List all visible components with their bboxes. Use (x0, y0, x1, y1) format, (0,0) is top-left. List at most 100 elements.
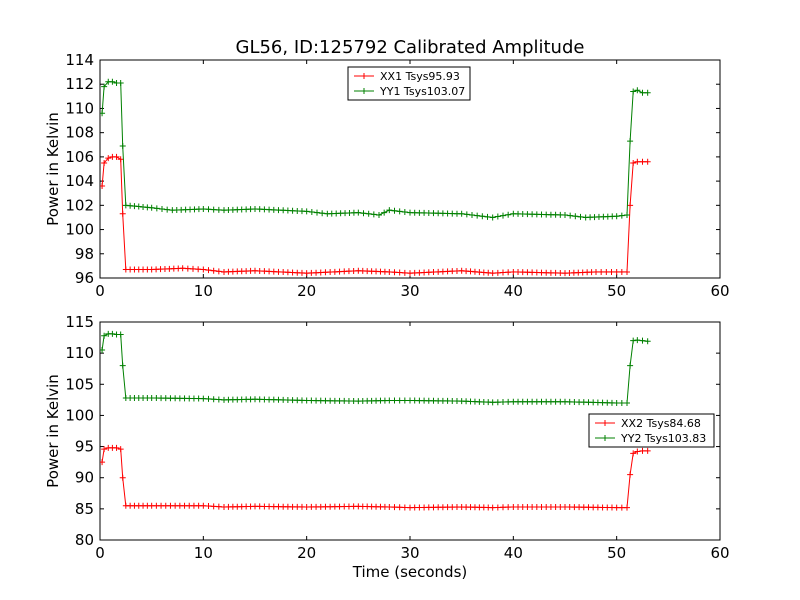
data-point (624, 399, 630, 406)
data-point (562, 212, 568, 219)
y-tick-label: 85 (75, 500, 94, 518)
data-point (396, 208, 403, 215)
data-point (215, 396, 222, 403)
data-point (210, 206, 217, 213)
data-point (613, 213, 620, 220)
y-tick-label: 105 (65, 375, 94, 393)
x-tick-label: 60 (710, 282, 729, 300)
data-point (105, 155, 112, 162)
chart-1: 0 10 20 30 40 50 60 96 98 100 102 104 106 108 110 112 11… (44, 51, 730, 300)
data-point (303, 208, 310, 215)
data-point (386, 503, 393, 510)
data-point (639, 337, 646, 344)
data-point (627, 202, 634, 209)
data-point (500, 504, 506, 511)
data-point (494, 269, 501, 276)
data-point (153, 205, 160, 212)
x-axis-label: Time (seconds) (352, 563, 468, 581)
legend-box (347, 66, 471, 101)
data-point (572, 213, 579, 220)
data-point (401, 397, 408, 404)
data-point (205, 395, 212, 402)
series-2 (100, 330, 651, 406)
data-point (644, 338, 651, 345)
legend-box (588, 413, 715, 448)
data-point (109, 330, 116, 337)
data-point (593, 268, 599, 275)
data-point (109, 78, 116, 85)
x-tick-label: 30 (400, 544, 419, 562)
data-point (391, 504, 398, 511)
series-1 (100, 444, 651, 511)
data-point (381, 209, 388, 216)
data-point (184, 265, 191, 272)
data-point (479, 213, 486, 220)
data-point (101, 446, 108, 453)
data-point (396, 397, 403, 404)
data-point (100, 110, 106, 117)
data-point (644, 158, 651, 165)
data-point (200, 266, 207, 273)
data-point (567, 212, 574, 219)
data-point (639, 447, 646, 454)
data-point (195, 266, 202, 273)
data-point (618, 399, 625, 406)
data-point (308, 208, 315, 215)
legend: XX1 Tsys95.93 YY1 Tsys103.07 (347, 66, 471, 101)
x-tick-label: 20 (297, 282, 316, 300)
data-point (494, 399, 501, 406)
x-tick-label: 10 (194, 282, 213, 300)
data-point (624, 212, 630, 219)
data-point (505, 398, 512, 405)
data-point (644, 89, 651, 96)
data-point (401, 208, 408, 215)
data-point (391, 269, 398, 276)
y-tick-label: 110 (65, 344, 94, 362)
data-point (474, 212, 481, 219)
x-tick-label: 10 (194, 544, 213, 562)
x-tick-label: 20 (297, 544, 316, 562)
y-tick-label: 102 (65, 196, 94, 214)
y-tick-label: 90 (75, 469, 94, 487)
y-tick-label: 104 (65, 172, 94, 190)
data-point (113, 444, 120, 451)
y-tick-label: 112 (65, 75, 94, 93)
data-point (613, 504, 620, 511)
data-point (624, 268, 630, 275)
data-point (500, 212, 506, 219)
data-point (117, 156, 124, 163)
data-point (386, 397, 393, 404)
data-point (505, 504, 512, 511)
data-point (200, 395, 207, 402)
data-point (505, 211, 512, 218)
y-tick-label: 80 (75, 531, 94, 549)
data-point (215, 503, 222, 510)
data-point (148, 204, 155, 211)
y-axis-label: Power in Kelvin (44, 374, 62, 488)
data-point (119, 474, 126, 481)
data-point (100, 182, 106, 189)
data-point (200, 205, 207, 212)
x-tick-label: 50 (607, 544, 626, 562)
legend-marker (602, 420, 608, 426)
data-point (370, 211, 377, 218)
data-point (210, 503, 217, 510)
data-point (376, 212, 382, 219)
y-tick-label: 110 (65, 99, 94, 117)
data-point (630, 450, 637, 457)
data-point (190, 265, 196, 272)
data-point (500, 269, 506, 276)
y-tick-label: 106 (65, 148, 94, 166)
data-point (119, 210, 126, 217)
data-point (386, 207, 393, 214)
data-point (119, 142, 126, 149)
data-point (613, 399, 620, 406)
data-point (210, 396, 217, 403)
data-point (618, 212, 625, 219)
data-point (463, 211, 470, 218)
data-point (117, 446, 124, 453)
data-point (101, 159, 108, 166)
data-point (618, 268, 625, 275)
data-point (396, 504, 403, 511)
data-point (159, 205, 165, 212)
